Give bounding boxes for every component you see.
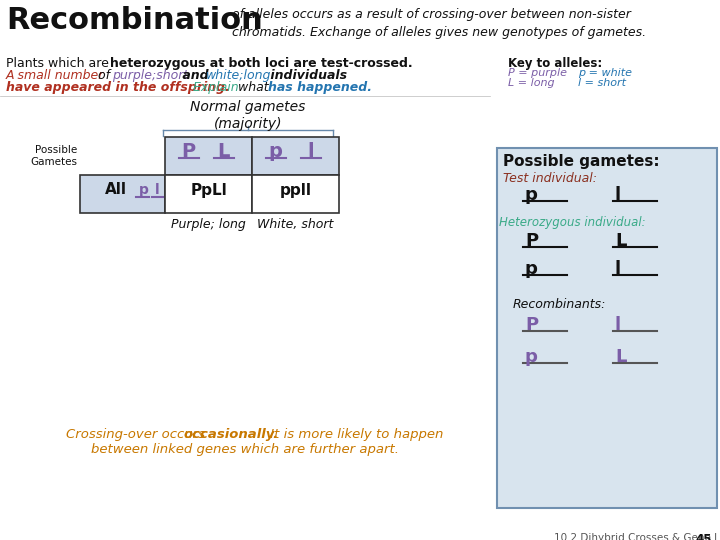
- Text: L: L: [217, 142, 230, 161]
- Text: Explain: Explain: [189, 81, 238, 94]
- Text: l: l: [307, 142, 314, 161]
- Text: what: what: [234, 81, 273, 94]
- Text: Crossing-over occurs: Crossing-over occurs: [66, 428, 210, 441]
- Text: of: of: [94, 69, 114, 82]
- Text: 10.2 Dihybrid Crosses & Gene Linkage: 10.2 Dihybrid Crosses & Gene Linkage: [554, 533, 720, 540]
- Text: l: l: [615, 186, 621, 204]
- Text: L: L: [615, 232, 626, 250]
- Text: individuals: individuals: [266, 69, 347, 82]
- Text: l: l: [615, 316, 621, 334]
- Text: l = short: l = short: [578, 78, 626, 88]
- Text: P = purple: P = purple: [508, 68, 567, 78]
- Text: L = long: L = long: [508, 78, 554, 88]
- Text: has happened.: has happened.: [268, 81, 372, 94]
- Bar: [80, 175, 165, 213]
- Text: between linked genes which are further apart.: between linked genes which are further a…: [91, 443, 399, 456]
- Text: p: p: [525, 186, 538, 204]
- Text: heterozygous at both loci are test-crossed.: heterozygous at both loci are test-cross…: [110, 57, 413, 70]
- Text: Normal gametes
(majority): Normal gametes (majority): [190, 100, 306, 131]
- Text: have appeared in the offspring.: have appeared in the offspring.: [6, 81, 230, 94]
- Text: A small number: A small number: [6, 69, 104, 82]
- Text: and: and: [178, 69, 213, 82]
- Bar: [165, 175, 252, 213]
- Text: Key to alleles:: Key to alleles:: [508, 57, 602, 70]
- Text: white;long: white;long: [206, 69, 271, 82]
- Text: Recombinants:: Recombinants:: [513, 298, 606, 311]
- Text: Recombination: Recombination: [6, 6, 263, 35]
- Text: ppll: ppll: [279, 183, 312, 198]
- Text: Test individual:: Test individual:: [503, 172, 597, 185]
- Text: p: p: [269, 142, 282, 161]
- Text: Purple; long: Purple; long: [171, 218, 246, 231]
- Text: p = white: p = white: [578, 68, 632, 78]
- Text: p: p: [138, 183, 148, 197]
- Text: All: All: [104, 182, 127, 197]
- Text: PpLl: PpLl: [190, 183, 227, 198]
- Bar: [252, 175, 339, 213]
- Bar: [165, 137, 252, 175]
- Text: L: L: [615, 348, 626, 366]
- Text: P: P: [181, 142, 196, 161]
- Text: Possible gametes:: Possible gametes:: [503, 154, 660, 169]
- Bar: [497, 148, 717, 508]
- Text: It is more likely to happen: It is more likely to happen: [266, 428, 444, 441]
- Text: l: l: [155, 183, 159, 197]
- Text: P: P: [525, 232, 538, 250]
- Text: p: p: [525, 260, 538, 278]
- Text: P: P: [525, 316, 538, 334]
- Text: of alleles occurs as a result of crossing-over between non-sister
chromatids. Ex: of alleles occurs as a result of crossin…: [232, 8, 646, 39]
- Text: p: p: [525, 348, 538, 366]
- Text: purple;short: purple;short: [112, 69, 188, 82]
- Text: occasionally.: occasionally.: [184, 428, 279, 441]
- Text: 45: 45: [696, 533, 712, 540]
- Text: Heterozygous individual:: Heterozygous individual:: [499, 216, 646, 229]
- Text: Possible
Gametes: Possible Gametes: [30, 145, 77, 167]
- Text: White, short: White, short: [257, 218, 333, 231]
- Text: l: l: [615, 260, 621, 278]
- Bar: [252, 137, 339, 175]
- Text: Plants which are: Plants which are: [6, 57, 113, 70]
